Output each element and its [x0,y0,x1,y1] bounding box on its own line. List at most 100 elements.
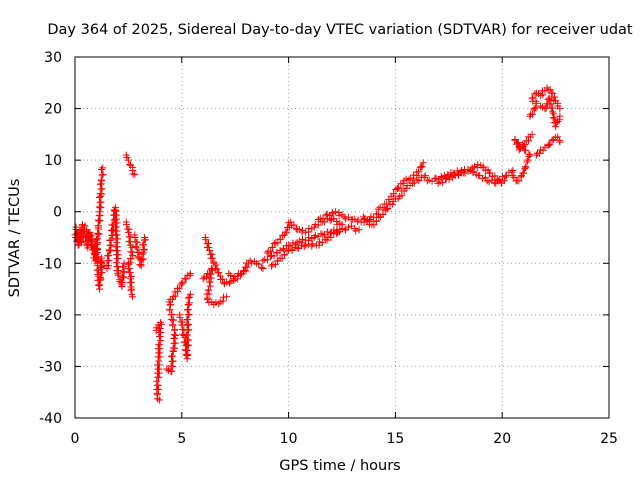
data-point-fill [218,275,226,283]
data-point-fill [321,231,329,239]
data-point-fill [317,230,325,238]
data-point-fill [314,233,322,241]
data-points [71,84,564,404]
data-point [526,151,534,159]
data-point [182,275,190,283]
data-point-fill [326,211,334,219]
data-point [359,213,367,221]
data-point-fill [525,150,533,158]
data-point [355,226,363,234]
data-point-fill [549,89,557,97]
data-point-fill [112,251,120,259]
data-point-fill [205,298,213,306]
data-point-fill [156,324,164,332]
data-point-fill [225,279,233,287]
data-point-fill [485,178,493,186]
data-point [163,365,171,373]
data-point-fill [112,223,120,231]
data-point-fill [342,215,350,223]
data-point-fill [169,344,177,352]
data-point [206,246,214,254]
y-axis-label: SDTVAR / TECUs [7,179,23,298]
data-point [483,177,491,185]
data-point [556,105,564,113]
data-point-fill [326,216,334,224]
data-point-fill [519,169,527,177]
data-point-fill [153,361,161,369]
data-point [225,270,233,278]
series-seg-c [97,204,128,290]
data-point [263,249,271,257]
data-point [129,293,137,301]
data-point-fill [532,104,540,112]
data-point [223,293,231,301]
data-point-fill [120,268,128,276]
data-point-fill [97,176,105,184]
data-point-fill [268,243,276,251]
data-point-fill [279,232,287,240]
data-point-fill [156,333,164,341]
data-point [554,117,562,125]
data-point-fill [352,227,360,235]
data-point-fill [208,254,216,262]
data-point-fill [134,253,142,261]
data-point [554,133,562,141]
data-point-fill [227,271,235,279]
data-point [394,185,402,193]
data-point [332,208,340,216]
data-point-fill [155,373,163,381]
data-point-fill [213,265,221,273]
series-seg-w [526,84,564,120]
grid [75,57,609,418]
data-point-fill [87,242,95,250]
data-point-fill [184,336,192,344]
data-point-fill [455,172,463,180]
data-point-fill [125,225,133,233]
data-point-fill [154,353,162,361]
data-point-fill [168,310,176,318]
data-point-fill [94,216,102,224]
data-point [259,257,267,265]
series-seg-j [199,264,231,309]
y-tick-label: 0 [53,205,62,221]
data-point-fill [546,140,554,148]
data-point [171,331,179,339]
data-point-fill [126,269,134,277]
data-point-fill [178,318,186,326]
data-point [131,171,139,179]
data-point [124,156,132,164]
data-point-fill [278,254,286,262]
data-point [323,236,331,244]
data-point-fill [75,236,83,244]
data-point-fill [98,171,106,179]
data-point [184,301,192,309]
series-seg-d [122,151,139,179]
data-point-fill [288,246,296,254]
x-axis-label: GPS time / hours [279,458,400,474]
data-point-fill [140,241,148,249]
data-point-fill [372,217,380,225]
data-point [515,146,523,154]
data-point-fill [399,180,407,188]
series-seg-k [201,234,250,288]
data-point-fill [551,93,559,101]
data-point [127,275,135,283]
data-point-fill [439,179,447,187]
data-point-fill [271,261,279,269]
data-point-fill [171,326,179,334]
data-point-fill [129,170,137,178]
data-point [421,172,429,180]
series-seg-b [72,164,107,265]
data-point-fill [370,221,378,229]
data-point-fill [122,221,130,229]
data-point [155,396,163,404]
data-point-fill [295,237,303,245]
data-point-fill [410,179,418,187]
data-point [530,105,538,113]
data-point [99,164,107,172]
data-point-fill [546,86,554,94]
data-point [537,102,545,110]
data-point-fill [132,243,140,251]
data-point-fill [179,279,187,287]
data-point-fill [428,177,436,185]
